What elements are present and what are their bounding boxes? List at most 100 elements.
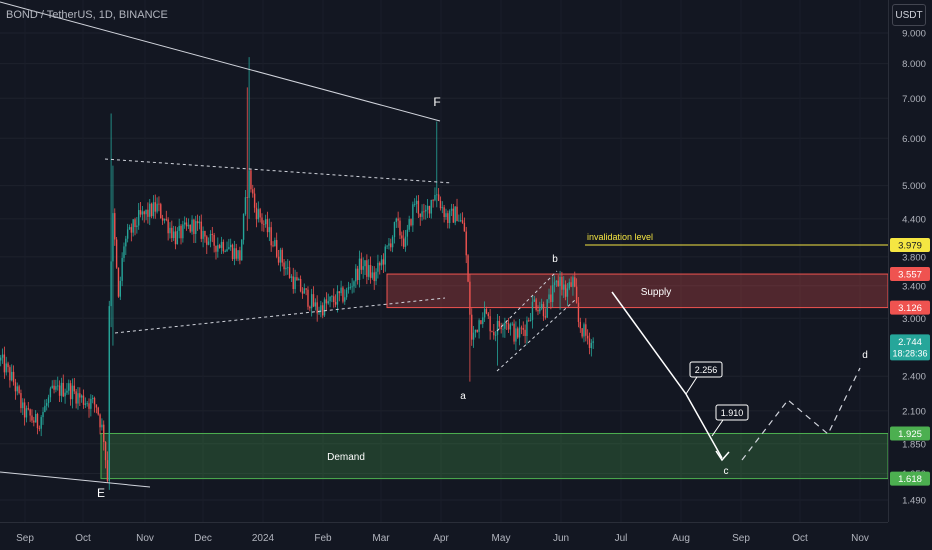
- candle-body: [423, 211, 425, 213]
- wave-label-a: a: [460, 391, 466, 402]
- candle-body: [460, 220, 462, 222]
- wedge-upper-line: [496, 270, 558, 332]
- candle-body: [546, 299, 548, 318]
- time-tick-label: Sep: [732, 533, 750, 544]
- candle-body: [382, 259, 385, 265]
- candle-body: [310, 294, 313, 309]
- candle-body: [415, 200, 418, 205]
- candle-body: [386, 245, 388, 247]
- candle-body: [517, 328, 519, 338]
- candle-body: [5, 363, 7, 373]
- candle-body: [458, 220, 460, 222]
- time-tick-label: Nov: [136, 533, 154, 544]
- candle-body: [570, 282, 572, 287]
- candle-body: [288, 267, 291, 278]
- candle-body: [408, 219, 410, 230]
- price-badge: [890, 300, 930, 315]
- candle-body: [38, 428, 41, 429]
- candle-body: [27, 408, 29, 410]
- demand-zone[interactable]: [100, 432, 889, 480]
- candle-body: [318, 312, 320, 314]
- candle-body: [134, 219, 136, 228]
- price-badge-value: 3.979: [898, 240, 922, 251]
- candle-body: [552, 285, 554, 303]
- price-tick-label: 2.100: [902, 406, 926, 417]
- candle-body: [69, 383, 72, 400]
- candle-body: [248, 170, 250, 198]
- candle-body: [22, 402, 24, 409]
- projection-value-2: 1.910: [721, 408, 744, 418]
- candle-body: [25, 408, 28, 418]
- candle-body: [307, 289, 309, 307]
- projection-arrow-head: [715, 450, 730, 462]
- candle-body: [123, 246, 125, 258]
- candle-body: [461, 220, 464, 223]
- candle-body: [126, 229, 129, 239]
- candle-body: [136, 225, 138, 228]
- candle-body: [264, 219, 267, 225]
- candle-body: [132, 219, 134, 233]
- candle-body: [169, 227, 171, 234]
- candle-body: [290, 276, 293, 278]
- currency-button[interactable]: USDT: [892, 4, 926, 26]
- candle-body: [537, 309, 539, 312]
- candle-body: [443, 207, 445, 218]
- price-badge: [890, 471, 930, 486]
- price-tick-label: 1.490: [902, 496, 926, 507]
- time-axis[interactable]: Sep Oct Nov Dec 2024 Feb Mar Apr May Jun Jul Aug Sep…: [0, 522, 888, 545]
- candle-body: [509, 324, 512, 330]
- candle-body: [274, 240, 276, 247]
- candle-body: [71, 385, 74, 400]
- candle-body: [533, 299, 535, 302]
- drawings: [0, 1, 861, 488]
- candle-body: [338, 291, 340, 294]
- candle-body: [557, 280, 559, 287]
- candle-body: [270, 227, 272, 246]
- symbol-title[interactable]: BOND / TetherUS, 1D, BINANCE: [6, 9, 168, 21]
- candle-body: [305, 288, 307, 290]
- candle-body: [539, 308, 541, 312]
- candle-body: [507, 323, 510, 330]
- invalidation-label: invalidation level: [587, 232, 653, 242]
- candle-body: [161, 218, 164, 221]
- candle-body: [377, 262, 379, 272]
- price-tick-label: 3.400: [902, 281, 926, 292]
- candle-body: [156, 203, 158, 212]
- price-badge-value: 2.744: [898, 337, 922, 348]
- candle-body: [171, 227, 173, 238]
- candle-body: [583, 324, 585, 337]
- wave-label-e: E: [97, 486, 105, 500]
- candle-body: [163, 218, 166, 221]
- time-tick-label: May: [492, 533, 511, 544]
- candle-body: [11, 371, 13, 381]
- candle-body: [141, 211, 144, 215]
- candle-body: [476, 329, 478, 332]
- candle-body: [165, 218, 167, 220]
- candle-body: [524, 329, 526, 336]
- candle-body: [130, 227, 133, 233]
- candle-body: [506, 322, 508, 324]
- candle-body: [82, 395, 85, 405]
- candle-body: [469, 281, 471, 315]
- candle-body: [209, 234, 212, 242]
- candle-body: [474, 329, 477, 333]
- candle-body: [515, 328, 517, 342]
- candle-body: [0, 357, 2, 361]
- candle-body: [9, 367, 11, 381]
- supply-zone[interactable]: [386, 273, 889, 309]
- candle-body: [92, 397, 94, 399]
- projection-box-2[interactable]: 1.910: [715, 404, 749, 421]
- candle-body: [12, 371, 15, 383]
- price-badge-value: 1.925: [898, 429, 922, 440]
- projection-box-1[interactable]: 2.256: [689, 361, 723, 378]
- candle-body: [176, 230, 179, 245]
- candle-body: [579, 321, 581, 329]
- candle-body: [487, 313, 489, 317]
- candle-body: [494, 334, 497, 336]
- candles: [0, 57, 594, 490]
- candle-body: [358, 258, 361, 281]
- candle-body: [526, 320, 528, 336]
- candle-body: [563, 284, 565, 290]
- candle-body: [325, 299, 328, 304]
